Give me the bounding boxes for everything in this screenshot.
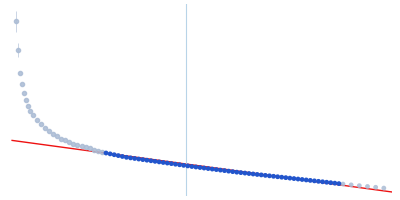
Point (164, 161, 170, 165)
Point (336, 182, 342, 185)
Point (205, 167, 211, 170)
Point (136, 157, 142, 161)
Point (270, 175, 277, 178)
Point (132, 157, 138, 160)
Point (111, 153, 118, 156)
Point (340, 182, 346, 186)
Point (315, 180, 322, 183)
Point (282, 176, 289, 179)
Point (160, 161, 166, 164)
Point (225, 170, 232, 173)
Point (311, 179, 318, 182)
Point (372, 186, 379, 189)
Point (209, 167, 216, 171)
Point (242, 171, 248, 175)
Point (234, 171, 240, 174)
Point (217, 168, 224, 172)
Point (213, 168, 220, 171)
Point (303, 178, 310, 182)
Point (103, 151, 109, 155)
Point (291, 177, 297, 180)
Point (381, 186, 387, 190)
Point (278, 176, 285, 179)
Point (319, 180, 326, 183)
Point (230, 170, 236, 173)
Point (307, 179, 314, 182)
Point (258, 173, 264, 177)
Point (332, 182, 338, 185)
Point (266, 174, 273, 177)
Point (148, 159, 154, 162)
Point (324, 181, 330, 184)
Point (189, 165, 195, 168)
Point (168, 162, 175, 165)
Point (246, 172, 252, 175)
Point (364, 185, 371, 188)
Point (140, 158, 146, 161)
Point (184, 164, 191, 168)
Point (193, 165, 199, 169)
Point (119, 155, 126, 158)
Point (180, 164, 187, 167)
Point (238, 171, 244, 174)
Point (328, 181, 334, 184)
Point (156, 160, 162, 163)
Point (287, 177, 293, 180)
Point (152, 160, 158, 163)
Point (197, 166, 203, 169)
Point (262, 174, 268, 177)
Point (348, 183, 354, 186)
Point (115, 154, 122, 157)
Point (299, 178, 305, 181)
Point (172, 163, 179, 166)
Point (123, 156, 130, 159)
Point (144, 159, 150, 162)
Point (356, 184, 362, 187)
Point (295, 177, 301, 181)
Point (274, 175, 281, 178)
Point (201, 166, 207, 170)
Point (176, 163, 183, 166)
Point (254, 173, 260, 176)
Point (221, 169, 228, 172)
Point (127, 156, 134, 159)
Point (250, 172, 256, 176)
Point (107, 152, 113, 155)
